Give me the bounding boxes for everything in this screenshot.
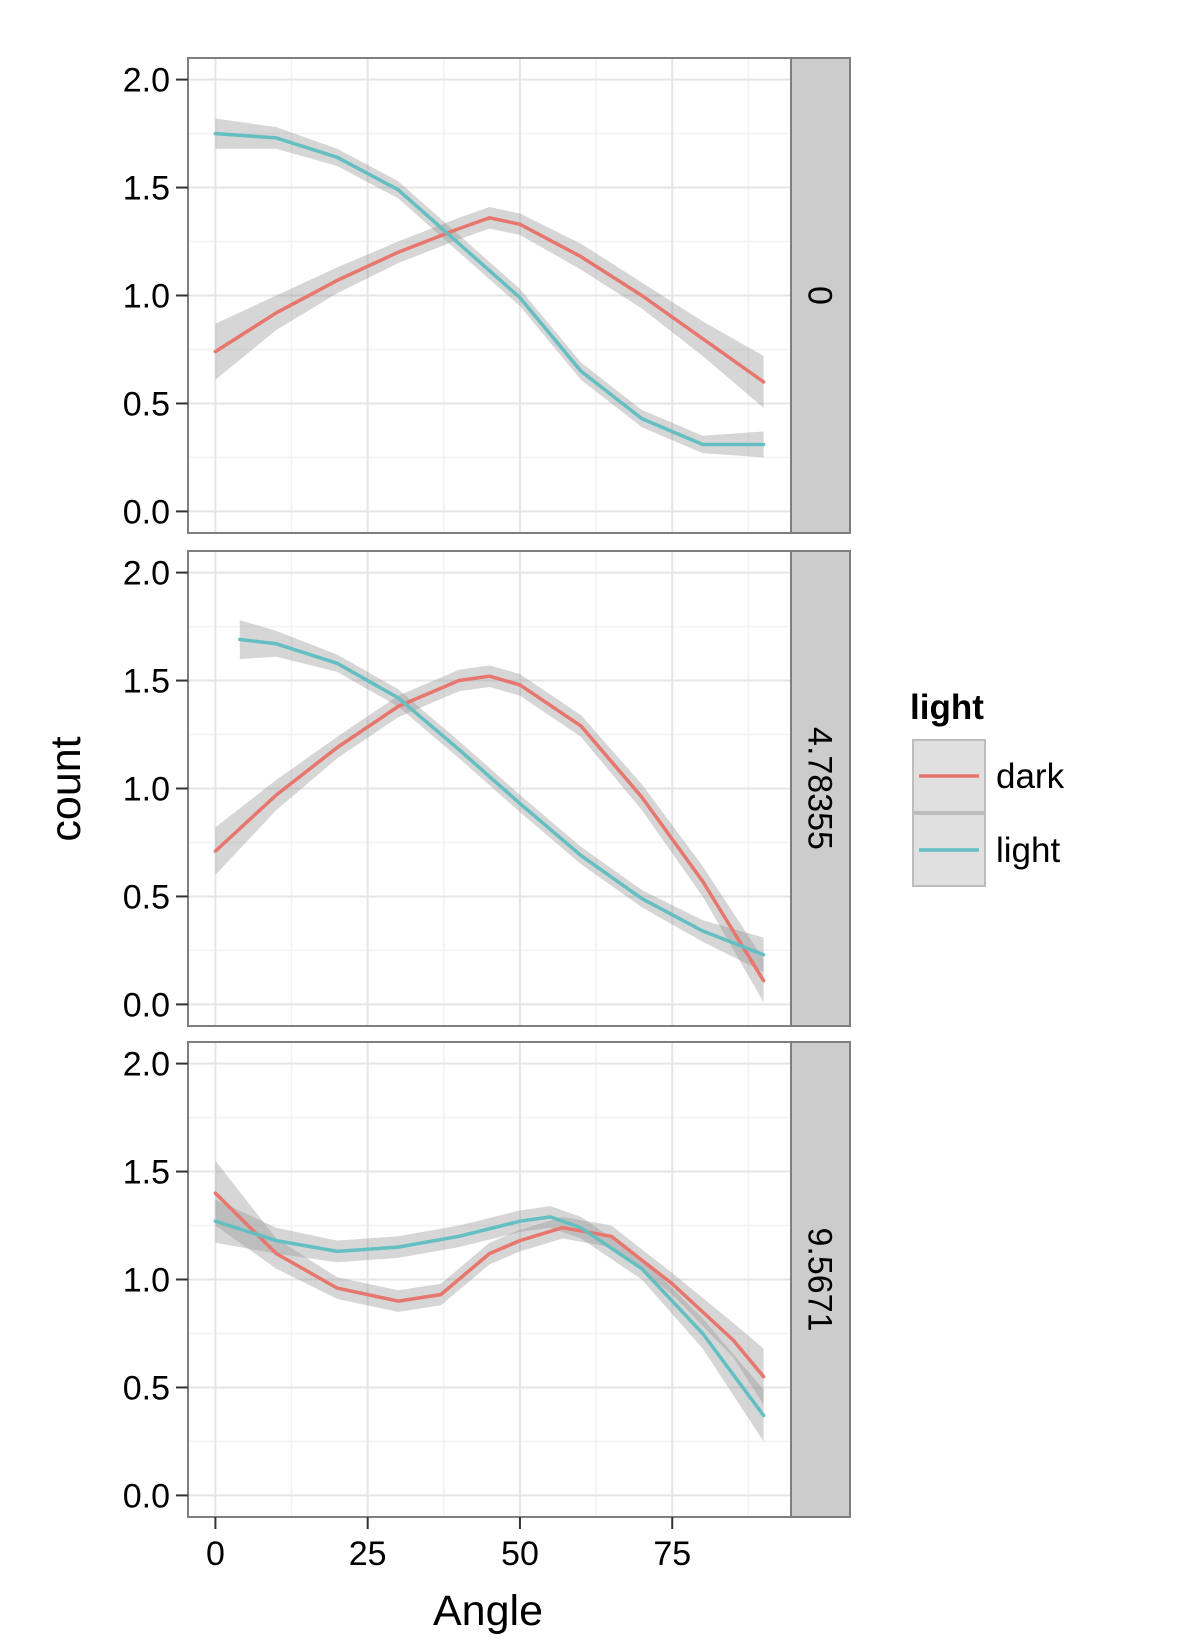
legend-label-dark: dark — [996, 757, 1065, 796]
confidence-ribbon-light — [239, 620, 764, 972]
facet-strip — [790, 57, 851, 534]
facet-strip — [790, 550, 851, 1027]
y-tick-label: 2.0 — [123, 555, 170, 593]
series-line-dark — [213, 1191, 766, 1379]
facet-strip — [790, 1041, 851, 1518]
y-tick-label: 0.0 — [123, 493, 170, 531]
x-axis-title: Angle — [433, 1587, 543, 1635]
y-tick-label: 1.5 — [123, 1154, 170, 1192]
y-tick-label: 2.0 — [123, 1046, 170, 1084]
x-tick-label: 0 — [206, 1535, 225, 1573]
y-tick-label: 0.0 — [123, 1477, 170, 1515]
y-tick-label: 1.0 — [123, 278, 170, 316]
panel-series — [213, 620, 766, 1003]
y-tick-label: 2.0 — [123, 62, 170, 100]
legend: light dark light — [910, 688, 1065, 887]
y-tick-label: 0.5 — [123, 385, 170, 423]
y-tick-label: 0.5 — [123, 1369, 170, 1407]
legend-label-light: light — [996, 831, 1060, 870]
facet-panel-0: 0 0.0 0.5 1.0 1.5 2.0 — [123, 57, 851, 534]
facet-strip-label: 0 — [801, 286, 839, 305]
series-line-light — [213, 131, 766, 447]
panel-series — [213, 1160, 766, 1442]
legend-entries: dark light — [912, 739, 1065, 887]
x-tick-label: 25 — [349, 1535, 387, 1573]
legend-title: light — [910, 688, 984, 727]
panel-series — [213, 118, 766, 458]
series-line-light — [238, 637, 766, 957]
series-line-light — [213, 1215, 766, 1418]
x-tick-label: 50 — [501, 1535, 539, 1573]
series-line-dark — [213, 674, 766, 983]
y-tick-label: 1.5 — [123, 170, 170, 208]
y-tick-label: 1.0 — [123, 771, 170, 809]
y-axis-title: count — [42, 736, 90, 841]
facet-strip-label: 4.78355 — [801, 727, 839, 850]
y-tick-label: 1.0 — [123, 1262, 170, 1300]
facet-panel-2: 9.5671 0.0 0.5 1.0 1.5 2.0 — [123, 1041, 851, 1518]
facet-strip-label: 9.5671 — [801, 1228, 839, 1332]
confidence-ribbon-dark — [215, 207, 764, 408]
facet-panels: 00.00.51.01.52.04.783550.00.51.01.52.09.… — [123, 57, 851, 1518]
y-tick-label: 0.5 — [123, 878, 170, 916]
series-line-dark — [213, 216, 766, 384]
y-tick-label: 1.5 — [123, 663, 170, 701]
facet-panel-1: 4.78355 0.0 0.5 1.0 1.5 2.0 — [123, 550, 851, 1027]
x-axis: 0 25 50 75 — [206, 1517, 691, 1573]
x-tick-label: 75 — [653, 1535, 691, 1573]
y-tick-label: 0.0 — [123, 986, 170, 1024]
